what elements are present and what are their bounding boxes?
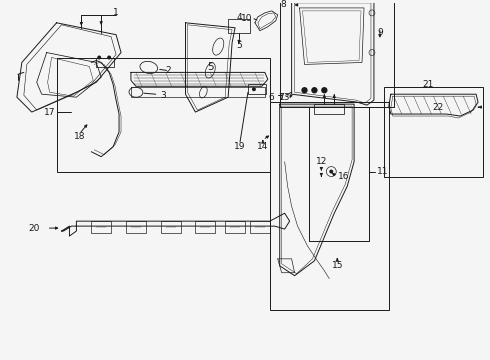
Bar	[91, 221, 111, 233]
Text: 5: 5	[207, 62, 214, 72]
Bar	[96, 58, 114, 67]
Text: 1: 1	[113, 8, 119, 17]
Text: 6: 6	[268, 93, 273, 102]
Circle shape	[322, 88, 327, 93]
Text: 16: 16	[339, 172, 350, 181]
Bar	[161, 221, 180, 233]
Text: 22: 22	[433, 103, 444, 112]
Bar	[225, 221, 245, 233]
Bar	[56, 58, 270, 172]
Circle shape	[302, 88, 307, 93]
Text: 19: 19	[234, 142, 246, 151]
Text: 11: 11	[377, 167, 389, 176]
Text: 2: 2	[166, 66, 171, 75]
Text: 7: 7	[278, 93, 284, 102]
Bar	[384, 87, 483, 176]
Bar	[228, 19, 250, 33]
Circle shape	[97, 55, 101, 59]
Circle shape	[107, 55, 111, 59]
Circle shape	[252, 87, 256, 91]
Text: 9: 9	[377, 28, 383, 37]
Text: 21: 21	[423, 80, 434, 89]
Text: 4: 4	[236, 13, 242, 22]
Text: 10: 10	[241, 14, 253, 23]
Bar	[248, 84, 266, 94]
Text: 15: 15	[332, 261, 343, 270]
Text: 18: 18	[74, 132, 85, 141]
Text: 17: 17	[44, 108, 55, 117]
Text: 5: 5	[236, 41, 242, 50]
Bar	[315, 104, 344, 114]
Bar	[280, 0, 394, 107]
Text: 20: 20	[28, 224, 39, 233]
Text: 14: 14	[257, 142, 269, 151]
Text: 3: 3	[160, 91, 166, 100]
Text: 8: 8	[281, 0, 287, 9]
Text: 12: 12	[316, 157, 327, 166]
Bar	[126, 221, 146, 233]
Text: 13: 13	[279, 93, 291, 102]
Bar	[270, 102, 389, 310]
Circle shape	[312, 88, 317, 93]
Circle shape	[329, 170, 333, 174]
Bar	[250, 221, 270, 233]
Bar	[196, 221, 215, 233]
